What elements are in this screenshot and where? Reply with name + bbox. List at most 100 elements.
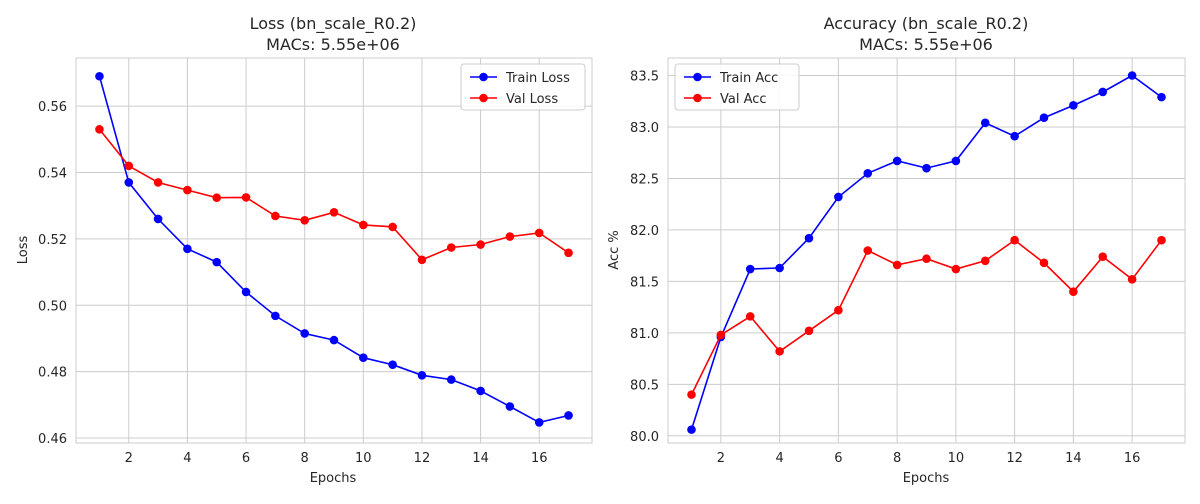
train-loss-point (271, 311, 280, 321)
val-loss-point (359, 220, 368, 230)
train-acc-point (1157, 92, 1166, 102)
train-loss-point (388, 360, 397, 369)
accuracy-y-tick-label: 80.0 (630, 430, 659, 445)
train-loss-point (183, 244, 192, 254)
val-acc-point (775, 347, 784, 356)
val-acc-point (922, 254, 931, 264)
val-acc-point (892, 260, 902, 270)
loss-chart-title: Loss (bn_scale_R0.2) (250, 14, 417, 34)
accuracy-y-axis-label: Acc % (607, 230, 622, 269)
loss-y-axis-label: Loss (16, 236, 31, 265)
val-loss-point (271, 211, 280, 221)
val-loss-point (446, 243, 456, 252)
loss-y-tick-label: 0.54 (38, 167, 67, 182)
loss-plot-background (76, 58, 592, 443)
loss-y-tick-label: 0.48 (38, 366, 67, 381)
train-acc-legend-label: Train Acc (719, 71, 778, 86)
accuracy-x-tick-label: 10 (948, 451, 965, 466)
val-loss-point (564, 248, 573, 258)
loss-chart-subtitle: MACs: 5.55e+06 (266, 35, 400, 54)
loss-legend: Train Loss Val Loss (460, 63, 586, 111)
train-acc-point (892, 156, 902, 166)
val-loss-point (476, 240, 485, 249)
accuracy-x-tick-label: 12 (1006, 451, 1023, 466)
loss-x-tick-label: 4 (183, 451, 191, 466)
train-loss-point (95, 71, 104, 81)
accuracy-x-tick-label: 8 (893, 451, 901, 466)
train-acc-point (745, 264, 755, 274)
val-loss-point (534, 228, 544, 238)
train-loss-point (446, 375, 456, 384)
val-acc-point (687, 390, 696, 399)
val-loss-point (417, 255, 427, 265)
train-loss-point (534, 418, 544, 427)
train-acc-point (775, 263, 784, 273)
accuracy-y-tick-label: 81.5 (630, 275, 659, 290)
val-acc-point (951, 264, 961, 274)
val-acc-point (1127, 275, 1137, 284)
accuracy-y-tick-label: 81.0 (630, 327, 659, 342)
train-acc-point (951, 156, 961, 166)
train-acc-point (687, 425, 696, 434)
val-acc-point (834, 305, 843, 315)
train-loss-point (212, 257, 222, 267)
val-loss-point (124, 161, 134, 171)
val-loss-point (153, 178, 163, 187)
train-loss-legend-label: Train Loss (505, 71, 570, 86)
val-acc-point (1069, 287, 1078, 296)
accuracy-x-tick-label: 2 (717, 451, 725, 466)
train-loss-point (300, 329, 309, 338)
loss-y-tick-label: 0.46 (38, 432, 67, 447)
accuracy-chart-subtitle: MACs: 5.55e+06 (859, 35, 993, 54)
train-loss-point (417, 370, 427, 380)
accuracy-x-tick-label: 16 (1124, 451, 1141, 466)
loss-plot-frame (75, 57, 593, 444)
val-acc-point (804, 326, 814, 336)
val-loss-point (300, 215, 309, 225)
loss-y-tick-label: 0.52 (38, 233, 67, 248)
loss-x-tick-label: 2 (125, 451, 133, 466)
train-acc-point (863, 168, 873, 178)
val-loss-point (212, 193, 222, 203)
train-acc-point (922, 163, 931, 173)
loss-x-tick-label: 16 (531, 451, 548, 466)
accuracy-x-tick-label: 14 (1065, 451, 1082, 466)
loss-plot-area: 2 4 6 8 10 12 14 16 0.46 0.48 0.50 0.52 0.54 0.56 (38, 57, 593, 466)
loss-x-tick-label: 14 (472, 451, 489, 466)
train-loss-point (153, 214, 163, 224)
accuracy-legend: Train Acc Val Acc (674, 63, 800, 111)
val-loss-point (329, 208, 339, 217)
train-acc-point (804, 233, 814, 243)
val-acc-point (716, 330, 726, 340)
accuracy-x-axis-label: Epochs (903, 471, 950, 486)
accuracy-y-tick-label: 83.5 (630, 70, 659, 85)
loss-x-tick-label: 10 (355, 451, 372, 466)
accuracy-y-tick-label: 80.5 (630, 378, 659, 393)
accuracy-chart-title: Accuracy (bn_scale_R0.2) (824, 14, 1029, 34)
accuracy-y-tick-label: 82.0 (630, 224, 659, 239)
accuracy-y-tick-label: 83.0 (630, 121, 659, 136)
loss-x-tick-label: 12 (414, 451, 431, 466)
val-loss-point (241, 193, 251, 202)
val-acc-point (1098, 252, 1108, 261)
train-acc-point (980, 118, 990, 128)
accuracy-plot-background (668, 58, 1185, 443)
train-loss-point (505, 402, 515, 411)
val-acc-legend-label: Val Acc (720, 92, 767, 107)
train-loss-point (359, 353, 368, 363)
train-acc-point (1098, 87, 1108, 97)
loss-x-tick-label: 8 (301, 451, 309, 466)
loss-y-tick-label: 0.50 (38, 299, 67, 314)
val-acc-legend-marker (693, 93, 702, 103)
train-loss-point (241, 287, 251, 297)
val-acc-point (745, 312, 755, 321)
val-acc-point (863, 246, 873, 255)
train-loss-legend-marker (479, 72, 488, 82)
accuracy-y-tick-label: 82.5 (630, 172, 659, 187)
train-acc-point (1127, 71, 1137, 80)
train-acc-legend-marker (693, 72, 702, 82)
loss-chart-panel: Loss (bn_scale_R0.2) MACs: 5.55e+06 Epoc… (16, 14, 593, 486)
accuracy-plot-area: 2 4 6 8 10 12 14 16 80.0 80.5 81.0 81.5 82.0 82.5 83.0… (630, 57, 1186, 466)
